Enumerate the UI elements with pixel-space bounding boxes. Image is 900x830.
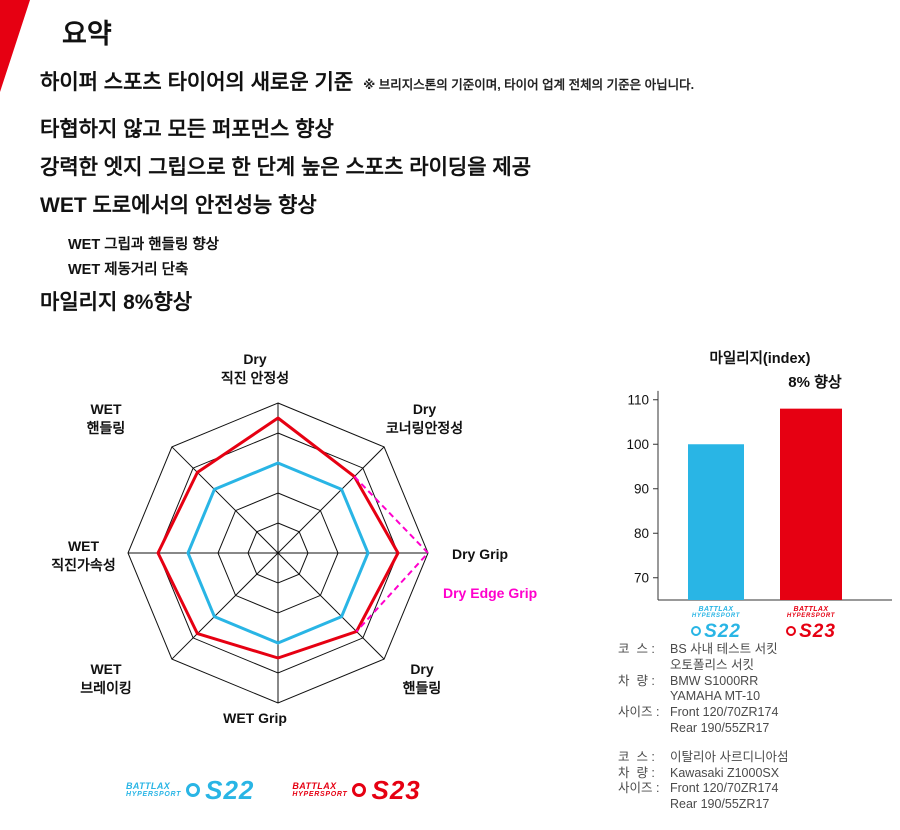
test-row-course: 코 스 : 이탈리아 사르디니아섬	[618, 749, 789, 764]
test-row-vehicle: 차 량 : Kawasaki Z1000SX	[618, 765, 780, 780]
radar-axis-label-dry-straight-stability: Dry 직진 안정성	[220, 351, 290, 386]
test-row-size: 사이즈 : Front 120/70ZR174 Rear 190/55ZR17	[618, 705, 779, 735]
battlax-wordmark: BATTLAX HYPERSPORT	[292, 780, 348, 799]
summary-point-performance: 타협하지 않고 모든 퍼포먼스 향상	[40, 118, 334, 141]
radar-axis-label-wet-grip: WET Grip	[223, 710, 287, 726]
tire-ring-icon	[786, 626, 797, 637]
radar-axis-label-dry-grip: Dry Grip	[452, 546, 509, 562]
tire-ring-icon	[186, 783, 201, 797]
tire-ring-icon	[352, 783, 367, 797]
bar-chart-annotation: 8% 향상	[788, 374, 842, 391]
page-title: 요약	[62, 19, 112, 49]
svg-text:110: 110	[627, 392, 649, 407]
svg-text:80: 80	[634, 526, 649, 541]
s23-logo: BATTLAX HYPERSPORT S23	[292, 775, 421, 805]
s22-logo: BATTLAX HYPERSPORT S22	[126, 775, 255, 805]
svg-text:90: 90	[634, 481, 649, 496]
radar-axis-label-dry-edge-grip: Dry Edge Grip	[443, 585, 538, 601]
bar-chart-plot: 70 80 90 100 110	[626, 390, 892, 601]
tire-ring-icon	[691, 626, 702, 637]
summary-point-edge-grip: 강력한 엣지 그립으로 한 단계 높은 스포츠 라이딩을 제공	[40, 156, 532, 179]
battlax-wordmark: BATTLAX HYPERSPORT	[786, 606, 836, 620]
test-row-vehicle: 차 량 : BMW S1000RR YAMAHA MT-10	[618, 673, 761, 704]
corner-flag-decoration	[0, 0, 30, 92]
headline-text: 하이퍼 스포츠 타이어의 새로운 기준	[40, 71, 354, 94]
radar-axis-label-dry-handling: Dry 핸들링	[402, 661, 442, 696]
mileage-bar-chart: 마일리지(index) 8% 향상 70 80 90 100 110 BATTLAX H…	[600, 345, 900, 655]
test-row-size: 사이즈 : Front 120/70ZR174 Rear 190/55ZR17	[618, 781, 779, 812]
test-conditions: 코 스 : BS 사내 테스트 서킷 오토폴리스 서킷 차 량 : BMW S1…	[618, 642, 788, 826]
radar-axis-label-wet-handling: WET 핸들링	[86, 401, 126, 436]
test-conditions-block-1: 코 스 : BS 사내 테스트 서킷 오토폴리스 서킷 차 량 : BMW S1…	[618, 642, 788, 737]
radar-legend: BATTLAX HYPERSPORT S22 BATTLAX HYPERSPOR…	[126, 777, 421, 803]
svg-text:70: 70	[634, 570, 649, 585]
bar-xlabel-s23: BATTLAX HYPERSPORT S23	[786, 606, 836, 642]
summary-point-wet-safety: WET 도로에서의 안전성능 향상	[40, 194, 317, 217]
headline-footnote: ※ 브리지스톤의 기준이며, 타이어 업계 전체의 기준은 아닙니다.	[363, 78, 695, 92]
radar-axis-label-wet-braking: WET 브레이킹	[80, 661, 132, 696]
radar-axis-label-wet-straight-acceleration: WET 직진가속성	[51, 538, 116, 573]
battlax-wordmark: BATTLAX HYPERSPORT	[691, 606, 741, 620]
test-row-course: 코 스 : BS 사내 테스트 서킷 오토폴리스 서킷	[618, 642, 778, 672]
battlax-wordmark: BATTLAX HYPERSPORT	[126, 780, 182, 799]
headline-row: 하이퍼 스포츠 타이어의 새로운 기준 ※ 브리지스톤의 기준이며, 타이어 업…	[40, 66, 694, 96]
svg-text:100: 100	[626, 437, 649, 452]
bar-xlabel-s22: BATTLAX HYPERSPORT S22	[691, 606, 741, 642]
summary-point-mileage: 마일리지 8%향상	[40, 291, 193, 314]
radar-chart	[127, 402, 430, 704]
test-conditions-block-2: 코 스 : 이탈리아 사르디니아섬 차 량 : Kawasaki Z1000SX…	[618, 750, 788, 813]
summary-subpoint-wet-braking: WET 제동거리 단축	[68, 262, 189, 278]
radar-axis-label-dry-cornering-stability: Dry 코너링안정성	[385, 401, 464, 436]
summary-subpoint-wet-grip: WET 그립과 핸들링 향상	[68, 237, 220, 253]
bar-chart-title: 마일리지(index)	[709, 351, 811, 367]
